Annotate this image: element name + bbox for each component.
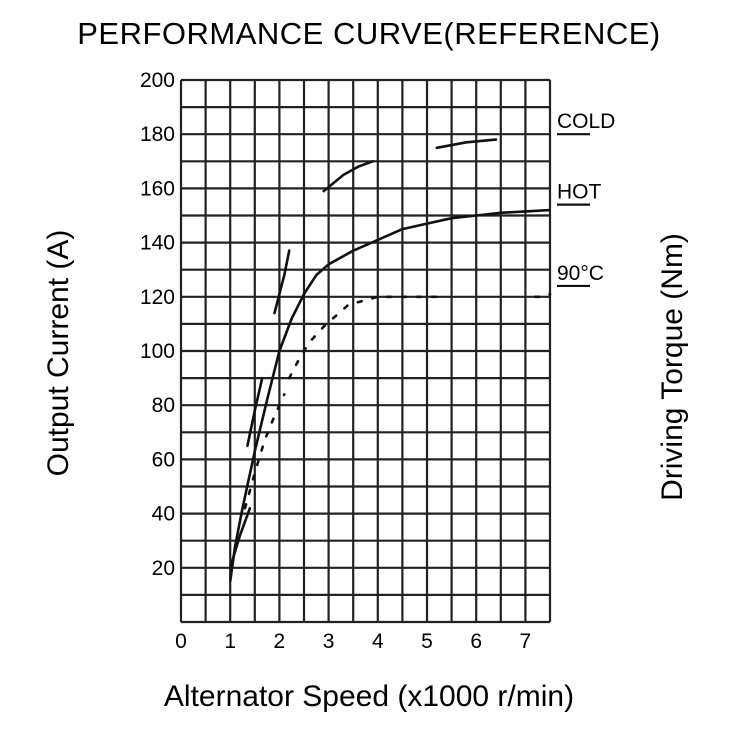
y-tick-label: 200 xyxy=(140,69,175,92)
torque-curve-90c xyxy=(533,292,552,299)
x-tick-label: 6 xyxy=(470,630,482,653)
curve-label-cold: COLD xyxy=(557,110,615,133)
torque-curve-cold xyxy=(228,506,252,570)
torque-curve-cold xyxy=(322,160,375,193)
torque-curve-cold xyxy=(435,138,498,150)
tick-labels: 0 1 2 3 4 5 6 7 20 40 60 80 100 120 140 160 180 200 xyxy=(140,69,531,653)
grid xyxy=(179,78,552,624)
x-tick-label: 4 xyxy=(372,630,384,653)
x-tick-label: 1 xyxy=(224,630,236,653)
x-tick-label: 5 xyxy=(421,630,433,653)
y-tick-label: 60 xyxy=(152,448,175,471)
x-tick-label: 0 xyxy=(175,630,187,653)
curve-labels: COLD HOT 90°C xyxy=(557,110,615,288)
y-tick-label: 80 xyxy=(152,394,175,417)
x-tick-label: 7 xyxy=(520,630,532,653)
y-tick-label: 140 xyxy=(140,232,175,255)
output-current-curve xyxy=(228,208,551,582)
x-axis-title: Alternator Speed (x1000 r/min) xyxy=(164,680,574,713)
y-axis-title-left: Output Current (A) xyxy=(42,230,75,477)
chart-title: PERFORMANCE CURVE(REFERENCE) xyxy=(77,16,661,51)
x-tick-label: 3 xyxy=(323,630,335,653)
y-tick-label: 120 xyxy=(140,286,175,309)
y-tick-label: 100 xyxy=(140,340,175,363)
y-tick-label: 160 xyxy=(140,177,175,200)
curve-label-hot: HOT xyxy=(557,181,602,204)
torque-curve-hot xyxy=(243,393,286,510)
x-tick-label: 2 xyxy=(274,630,286,653)
torque-curve-cold xyxy=(273,249,291,315)
y-tick-label: 180 xyxy=(140,123,175,146)
curves xyxy=(228,138,552,582)
y-tick-label: 40 xyxy=(152,503,175,526)
y-axis-title-right: Driving Torque (Nm) xyxy=(656,233,689,501)
torque-curve-cold xyxy=(246,376,264,448)
torque-curve-hot xyxy=(287,295,439,380)
y-tick-label: 20 xyxy=(152,557,175,580)
curve-label-90c: 90°C xyxy=(557,262,604,285)
